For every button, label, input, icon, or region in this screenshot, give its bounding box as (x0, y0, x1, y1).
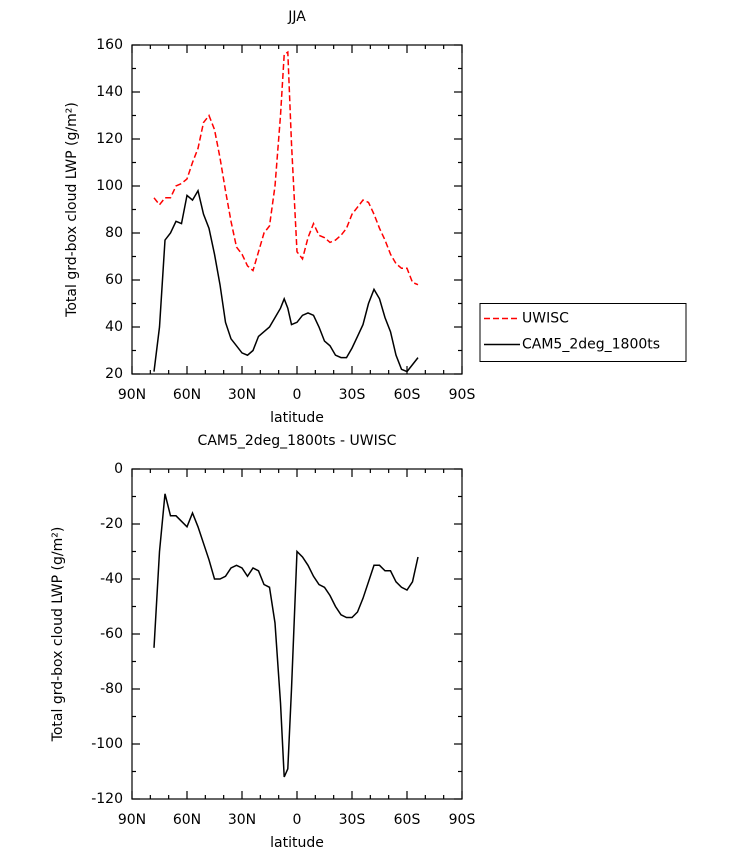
y-tick-label: 140 (96, 84, 123, 100)
y-tick-label: -120 (91, 791, 123, 807)
y-axis-label: Total grd-box cloud LWP (g/m²) (50, 527, 66, 743)
y-tick-label: -20 (100, 516, 123, 532)
data-line (153, 50, 419, 286)
chart-title: JJA (287, 9, 306, 25)
x-tick-label: 0 (293, 812, 302, 828)
x-tick-label: 90N (118, 812, 146, 828)
x-tick-label: 30S (339, 387, 366, 403)
data-line (153, 188, 419, 373)
x-tick-label: 90S (449, 387, 476, 403)
x-tick-label: 30S (339, 812, 366, 828)
y-tick-label: 120 (96, 131, 123, 147)
plot-frame (131, 468, 463, 800)
x-tick-label: 60S (394, 812, 421, 828)
y-axis-label: Total grd-box cloud LWP (g/m²) (64, 102, 80, 318)
y-tick-label: -40 (100, 571, 123, 587)
y-tick-label: 100 (96, 178, 123, 194)
plot-frame (131, 44, 463, 375)
x-tick-label: 30N (228, 387, 256, 403)
legend-label: CAM5_2deg_1800ts (522, 337, 660, 353)
chart-title: CAM5_2deg_1800ts - UWISC (198, 433, 397, 449)
y-tick-label: -60 (100, 626, 123, 642)
x-axis-label: latitude (270, 410, 324, 426)
y-tick-label: 40 (105, 319, 123, 335)
x-tick-label: 60N (173, 812, 201, 828)
x-tick-label: 0 (293, 387, 302, 403)
y-tick-label: 160 (96, 37, 123, 53)
x-tick-label: 60S (394, 387, 421, 403)
y-tick-label: 0 (114, 461, 123, 477)
data-line (153, 493, 419, 778)
x-tick-label: 90S (449, 812, 476, 828)
x-tick-label: 90N (118, 387, 146, 403)
x-axis-label: latitude (270, 835, 324, 851)
x-tick-label: 30N (228, 812, 256, 828)
y-tick-label: -100 (91, 736, 123, 752)
x-tick-label: 60N (173, 387, 201, 403)
y-tick-label: 80 (105, 225, 123, 241)
legend-box (479, 303, 687, 362)
y-tick-label: 20 (105, 366, 123, 382)
y-tick-label: -80 (100, 681, 123, 697)
legend-label: UWISC (522, 311, 569, 327)
y-tick-label: 60 (105, 272, 123, 288)
